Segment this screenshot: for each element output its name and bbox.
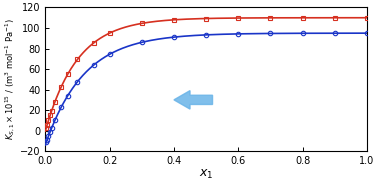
X-axis label: $x_1$: $x_1$	[199, 167, 213, 181]
Y-axis label: $K_{S,1} \times 10^{15}$ / (m$^3$ mol$^{-1}$ Pa$^{-1}$): $K_{S,1} \times 10^{15}$ / (m$^3$ mol$^{…	[3, 18, 17, 140]
FancyArrow shape	[174, 91, 212, 109]
